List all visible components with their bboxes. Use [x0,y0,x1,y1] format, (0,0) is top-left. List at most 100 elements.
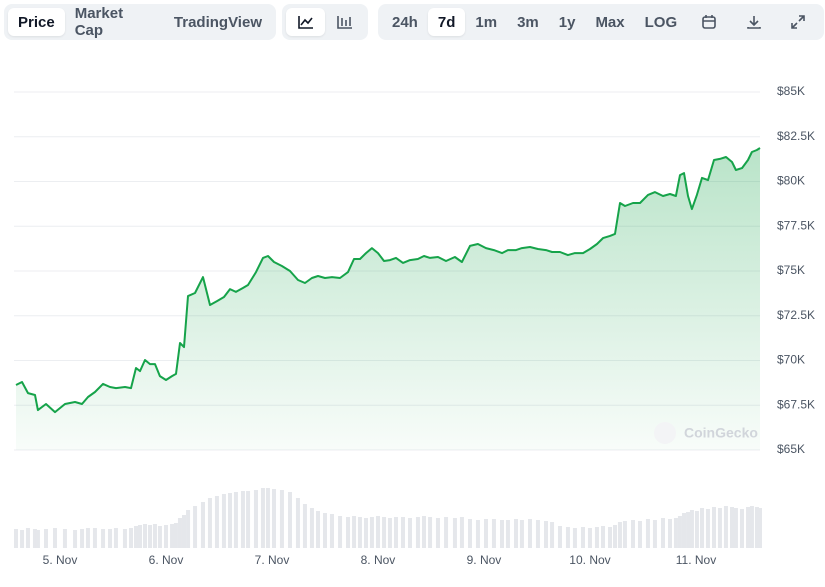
volume-bar [138,525,143,548]
y-tick-label: $77.5K [777,218,815,232]
tab[interactable]: TradingView [173,13,262,31]
volume-bar [85,528,90,548]
volume-bar [459,517,464,548]
volume-bars [14,488,762,548]
tab[interactable]: Price [8,8,65,36]
volume-bar [382,517,387,548]
volume-bar [228,493,233,548]
volume-bar [673,518,678,548]
volume-bar [193,506,198,548]
volume-bar [565,527,570,548]
volume-bar [253,490,258,548]
volume-bar [527,519,532,548]
volume-bar [207,498,212,548]
volume-bar [163,525,168,548]
x-tick-label: 11. Nov [676,553,716,567]
download-button[interactable] [731,8,775,36]
volume-bar [221,494,226,548]
volume-bar [513,519,518,548]
volume-bar [668,519,673,548]
volume-bar [550,522,555,548]
volume-bar [661,518,666,548]
volume-bar [43,529,48,548]
volume-bar [80,529,85,548]
x-tick-label: 10. Nov [569,553,610,567]
volume-bar [435,518,440,548]
y-tick-label: $80K [777,174,805,188]
y-tick-label: $67.5K [777,397,815,411]
download-icon [746,16,761,29]
range-button[interactable]: 1y [558,13,576,31]
y-tick-label: $72.5K [777,308,815,322]
calendar-button[interactable] [687,8,731,36]
volume-bar [587,528,592,548]
volume-bar [20,530,25,548]
fullscreen-button[interactable] [776,8,820,36]
volume-bar [92,528,97,548]
volume-bar [387,518,392,548]
volume-bar [652,520,657,548]
volume-bar [338,516,343,548]
volume-bar [375,516,380,548]
candle-chart-button[interactable] [325,8,364,36]
volume-bar [608,527,613,548]
volume-bar [491,519,496,548]
volume-bar [705,509,710,548]
volume-bar [717,508,722,548]
plot [15,147,761,450]
tab-group: Price Market Cap TradingView [4,4,276,40]
x-tick-label: 9. Nov [467,553,502,567]
volume-bar [700,508,705,548]
volume-bar [733,508,738,548]
range-button[interactable]: 24h [392,13,418,31]
volume-bar [400,517,405,548]
volume-bar [686,512,691,548]
range-button[interactable]: 1m [475,13,498,31]
volume-bar [694,511,699,548]
volume-bar [711,507,716,548]
volume-bar [147,525,152,548]
volume-bar [749,506,754,548]
volume-bar [535,520,540,548]
volume-bar [407,518,412,548]
volume-bar [322,513,327,548]
volume-bar [200,502,205,548]
volume-bar [622,521,627,548]
candle-icon [336,16,352,29]
range-button[interactable]: LOG [644,13,678,31]
volume-bar [572,528,577,548]
expand-icon [791,15,805,29]
volume-bar [62,529,67,548]
range-button[interactable]: 7d [427,8,466,36]
y-tick-label: $85K [777,84,805,98]
x-tick-label: 8. Nov [361,553,396,567]
line-icon [297,16,313,29]
volume-bar [421,516,426,548]
tab[interactable]: Market Cap [74,5,124,39]
volume-bar [186,510,191,548]
volume-bar [173,523,178,548]
range-button[interactable]: Max [595,13,625,31]
y-tick-label: $65K [777,442,805,456]
volume-bar [170,524,175,548]
price-line [15,147,761,414]
y-tick-label: $75K [777,263,805,277]
line-chart-button[interactable] [286,8,325,36]
range-button[interactable]: 3m [517,13,539,31]
volume-bar [746,507,751,548]
volume-bar [182,515,187,548]
volume-bar [369,517,374,548]
volume-bar [260,488,265,548]
volume-bar [133,526,138,548]
volume-bar [122,529,127,548]
volume-bar [754,507,759,548]
volume-bar [214,496,219,548]
x-tick-label: 7. Nov [255,553,290,567]
volume-bar [352,516,357,548]
volume-bar [233,492,238,548]
volume-bar [601,526,606,548]
volume-bar [739,509,744,548]
volume-bar [617,522,622,548]
